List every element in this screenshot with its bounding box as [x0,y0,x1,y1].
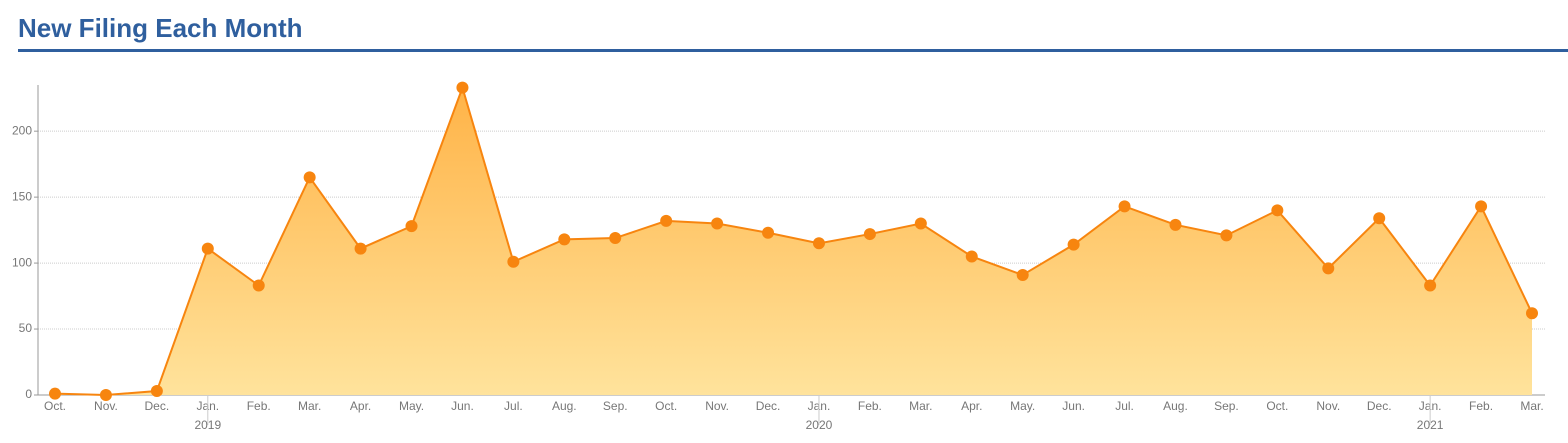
point [405,220,418,233]
x-tick-label: Oct. [44,399,66,413]
x-tick-label: Jul. [1115,399,1134,413]
point [507,255,520,268]
point [660,214,673,227]
x-group-label: 2021 [1417,418,1444,432]
x-tick-label: Aug. [1163,399,1188,413]
x-tick-label: Feb. [1469,399,1493,413]
point [1322,262,1335,275]
point [1220,229,1233,242]
x-group-label: 2020 [806,418,833,432]
x-tick-label: Jul. [504,399,523,413]
point [609,232,622,245]
point [456,81,469,94]
x-tick-label: Oct. [655,399,677,413]
x-tick-label: Aug. [552,399,577,413]
x-group-label: 2019 [194,418,221,432]
point [1424,279,1437,292]
point [965,250,978,263]
point [812,237,825,250]
x-tick-label: Sep. [603,399,628,413]
x-tick-label: Nov. [94,399,118,413]
point [1373,212,1386,225]
point [711,217,724,230]
line [54,84,1533,397]
point [914,217,927,230]
point [762,226,775,239]
point [1169,218,1182,231]
title-rule [18,49,1568,52]
point [1475,200,1488,213]
x-tick-label: Mar. [298,399,321,413]
x-tick-label: Mar. [1520,399,1543,413]
point [1067,238,1080,251]
point [558,233,571,246]
x-tick-label: May. [1010,399,1035,413]
point [1016,268,1029,281]
point [150,385,163,398]
y-tick-label: 50 [19,321,33,335]
point [99,389,112,401]
x-tick-label: Feb. [247,399,271,413]
x-tick-label: Oct. [1266,399,1288,413]
point [354,242,367,255]
y-tick-label: 100 [12,255,32,269]
x-tick-label: Sep. [1214,399,1239,413]
y-tick-label: 150 [12,189,32,203]
point [201,242,214,255]
x-tick-label: Feb. [858,399,882,413]
area [55,87,1532,395]
point [863,228,876,241]
point [303,171,316,184]
y-tick-label: 200 [12,123,32,137]
x-tick-label: May. [399,399,424,413]
x-tick-label: Jun. [451,399,474,413]
x-tick-label: Dec. [1367,399,1392,413]
point [1118,200,1131,213]
point [1526,307,1538,320]
x-tick-label: Mar. [909,399,932,413]
x-tick-label: Nov. [705,399,729,413]
x-tick-label: Dec. [145,399,170,413]
point [49,387,61,400]
x-tick-label: Apr. [961,399,982,413]
x-tick-label: Dec. [756,399,781,413]
x-tick-label: Jun. [1062,399,1085,413]
y-tick-label: 0 [25,387,32,401]
x-tick-label: Nov. [1316,399,1340,413]
point [252,279,265,292]
x-tick-label: Apr. [350,399,371,413]
point [1271,204,1284,217]
chart-title: New Filing Each Month [18,13,303,43]
